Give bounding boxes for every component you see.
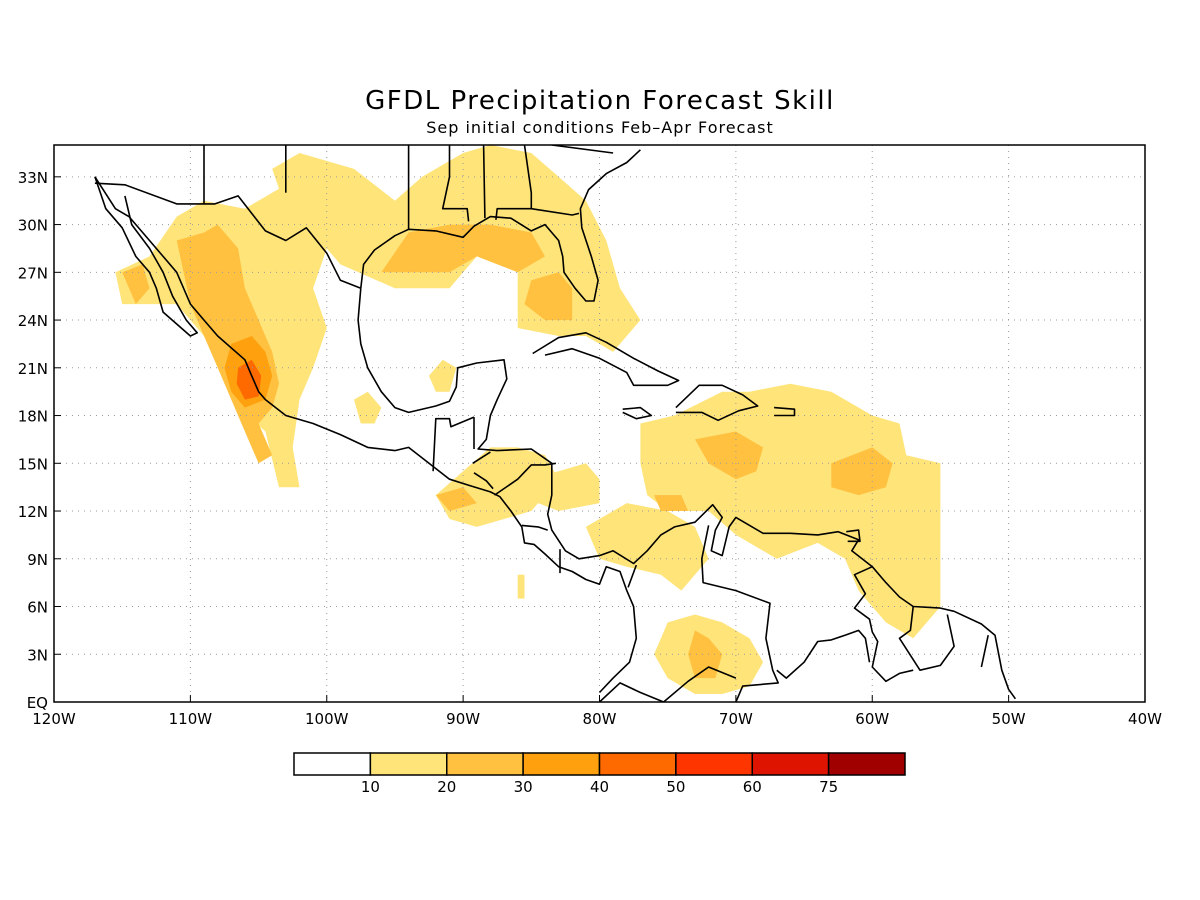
skill-region-colombia-north <box>585 503 709 591</box>
coastline-south-am-borders-3 <box>898 606 955 672</box>
tick-label-lat: 18N <box>18 408 48 426</box>
map-title: GFDL Precipitation Forecast Skill <box>365 86 835 116</box>
skill-region-central-america-south <box>435 447 559 527</box>
coastline-pacific-coast-mexico <box>94 176 638 694</box>
coastline-jamaica <box>622 406 653 420</box>
coastline-central-am-borders-1 <box>432 416 475 472</box>
coastline-hispaniola <box>675 384 759 422</box>
skill-region-gulf-coast <box>381 224 545 273</box>
tick-label-lat: 27N <box>18 264 48 282</box>
tick-label-lon: 70W <box>719 710 753 728</box>
coastline-south-am-borders-2 <box>853 565 914 683</box>
coastline-south-am-borders-1 <box>700 525 780 702</box>
tick-label-lon: 40W <box>1128 710 1162 728</box>
coastline-central-am-borders-5 <box>494 462 557 496</box>
tick-label-lon: 50W <box>992 710 1026 728</box>
coastline-us-states-4 <box>441 145 470 222</box>
coastline-us-states-8 <box>551 145 614 154</box>
coastline-central-am-borders-3 <box>473 472 494 490</box>
colorbar-label: 50 <box>666 778 685 796</box>
coastline-south-am-borders-6 <box>663 666 737 702</box>
tick-label-lat: 3N <box>27 646 48 664</box>
coastline-us-mex-border <box>94 182 362 289</box>
axis-ticks: 120W 110W 100W 90W 80W 70W 60W 50W 40W EQ 3N 6N 9N 12… <box>18 169 1162 728</box>
tick-label-lon: 100W <box>305 710 349 728</box>
skill-region-baja-patch <box>122 264 150 305</box>
tick-label-lat: 24N <box>18 312 48 330</box>
colorbar: 10 20 30 40 50 60 75 <box>293 752 906 796</box>
colorbar-swatch <box>522 752 601 776</box>
coastline-us-states-5 <box>482 145 486 219</box>
tick-label-lon: 110W <box>169 710 213 728</box>
colorbar-label: 75 <box>819 778 838 796</box>
coastline-us-gulf-coast <box>360 149 641 302</box>
coastline-layer <box>94 145 1017 702</box>
tick-label-lat: 33N <box>18 169 48 187</box>
colorbar-label: 40 <box>590 778 609 796</box>
coastline-central-am-borders-6 <box>521 524 548 531</box>
skill-region-florida-west <box>524 272 573 321</box>
coastline-gulf-coast-caribbean <box>357 288 1017 700</box>
skill-region-pacific-patch-south <box>517 574 525 599</box>
coastline-us-states-7 <box>531 207 580 216</box>
skill-region-amazon-core <box>688 630 723 679</box>
colorbar-label: 30 <box>514 778 533 796</box>
colorbar-label: 20 <box>437 778 456 796</box>
tick-label-lat: 15N <box>18 455 48 473</box>
tick-label-lat: 21N <box>18 360 48 378</box>
tick-label-lon: 60W <box>855 710 889 728</box>
coastline-cuba <box>532 331 680 387</box>
tick-label-lat: 9N <box>27 551 48 569</box>
colorbar-swatch <box>293 752 372 776</box>
coastline-south-am-borders-4 <box>980 635 989 668</box>
colorbar-swatch <box>598 752 677 776</box>
colorbar-swatch <box>675 752 753 776</box>
tick-label-lon: 120W <box>32 710 76 728</box>
coastline-puerto-rico <box>774 406 796 417</box>
coastline-ecuador-peru <box>598 682 666 702</box>
colorbar-swatch <box>751 752 830 776</box>
coastline-central-am-borders-8 <box>627 564 638 588</box>
colorbar-swatch <box>369 752 448 776</box>
skill-region-south-carib-patch <box>654 495 689 511</box>
coastline-baja-california <box>94 176 198 337</box>
colorbar-swatch <box>827 752 906 776</box>
skill-region-lesser-antilles <box>831 447 893 496</box>
colorbar-label: 60 <box>743 778 762 796</box>
coastline-south-am-borders-5 <box>776 629 871 679</box>
skill-region-central-am-patch <box>435 487 477 511</box>
tick-label-lat: 12N <box>18 503 48 521</box>
tick-label-lat: 30N <box>18 217 48 235</box>
coastline-trinidad <box>846 529 861 543</box>
colorbar-swatch <box>446 752 524 776</box>
skill-region-mexico-max <box>236 359 262 400</box>
tick-label-lon: 90W <box>446 710 480 728</box>
skill-region-pacific-patch-mex <box>354 391 382 424</box>
skill-region-north-carib <box>695 431 764 480</box>
colorbar-label: 10 <box>361 778 380 796</box>
skill-shading-layer <box>115 145 941 694</box>
tick-label-lat: 6N <box>27 599 48 617</box>
tick-label-lat: EQ <box>27 694 48 712</box>
skill-region-west-caribbean-patch <box>531 463 600 511</box>
coastline-central-am-borders-4 <box>472 451 491 464</box>
skill-region-gulf-of-mexico-patch <box>429 359 457 392</box>
map-subtitle: Sep initial conditions Feb–Apr Forecast <box>426 118 774 137</box>
tick-label-lon: 80W <box>583 710 617 728</box>
